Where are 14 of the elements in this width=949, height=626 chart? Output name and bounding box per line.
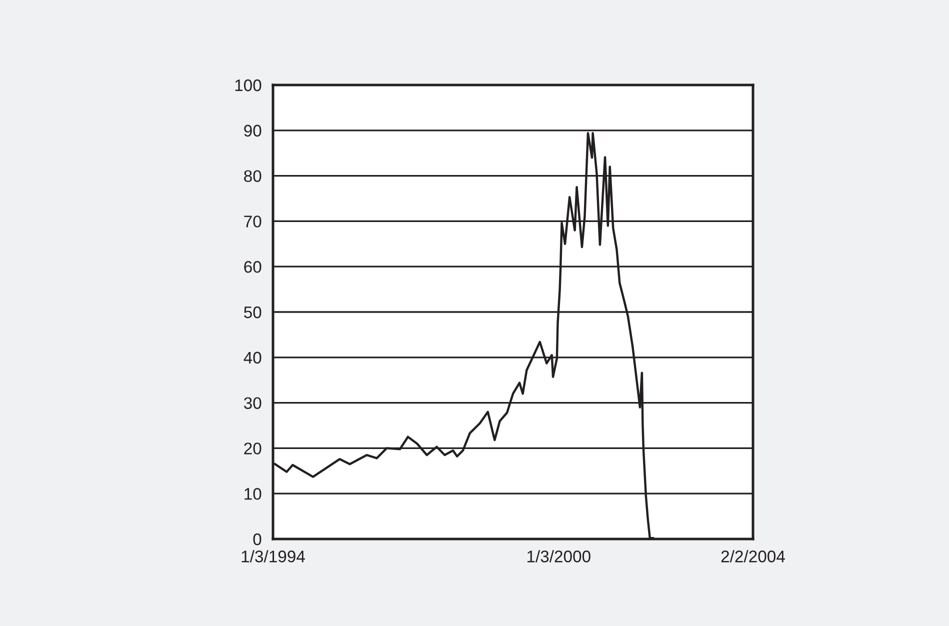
y-tick-label: 100 xyxy=(235,79,262,92)
y-tick-label: 60 xyxy=(244,261,262,273)
x-tick-label: 1/3/1994 xyxy=(242,550,305,562)
y-tick-label: 40 xyxy=(244,352,262,364)
y-tick-label: 80 xyxy=(244,170,262,182)
y-tick-label: 10 xyxy=(244,488,262,500)
y-tick-label: 0 xyxy=(253,533,262,546)
y-tick-label: 20 xyxy=(244,442,262,454)
y-tick-label: 90 xyxy=(244,124,262,137)
y-tick-label: 30 xyxy=(244,397,262,410)
x-tick-label: 1/3/2000 xyxy=(527,550,590,562)
y-tick-label: 70 xyxy=(244,216,262,228)
y-tick-label: 50 xyxy=(244,306,262,318)
x-tick-label: 2/2/2004 xyxy=(721,550,785,562)
